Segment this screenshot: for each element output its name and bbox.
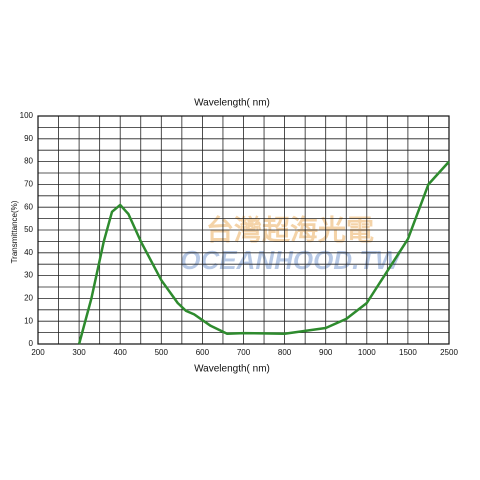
chart-title: Wavelength( nm): [194, 98, 270, 109]
x-axis-label: Wavelength( nm): [194, 364, 270, 375]
y-tick-label: 60: [24, 202, 33, 211]
plot-frame: [37, 115, 450, 345]
y-tick-label: 20: [24, 294, 33, 303]
x-tick-label: 800: [278, 348, 292, 357]
y-tick-label: 0: [29, 339, 34, 348]
x-tick-label: 200: [31, 348, 45, 357]
x-tick-label: 500: [155, 348, 169, 357]
y-axis-label: Transmittance(%): [10, 200, 19, 263]
y-tick-label: 70: [24, 180, 33, 189]
x-tick-label: 400: [114, 348, 128, 357]
watermark: OCEANHOOD.TW: [180, 245, 402, 275]
y-tick-label: 100: [20, 111, 34, 120]
y-tick-label: 40: [24, 248, 33, 257]
x-tick-label: 900: [319, 348, 333, 357]
y-tick-label: 10: [24, 316, 33, 325]
x-tick-label: 700: [237, 348, 251, 357]
x-tick-label: 600: [196, 348, 210, 357]
watermark: 台灣超海光電: [206, 213, 374, 245]
x-tick-label: 2500: [440, 348, 458, 357]
x-tick-label: 1500: [399, 348, 417, 357]
y-tick-label: 80: [24, 157, 33, 166]
x-tick-label: 300: [72, 348, 86, 357]
y-tick-label: 90: [24, 134, 33, 143]
y-tick-label: 30: [24, 271, 33, 280]
y-tick-label: 50: [24, 225, 33, 234]
x-tick-label: 1000: [358, 348, 376, 357]
data-line: [77, 160, 450, 345]
